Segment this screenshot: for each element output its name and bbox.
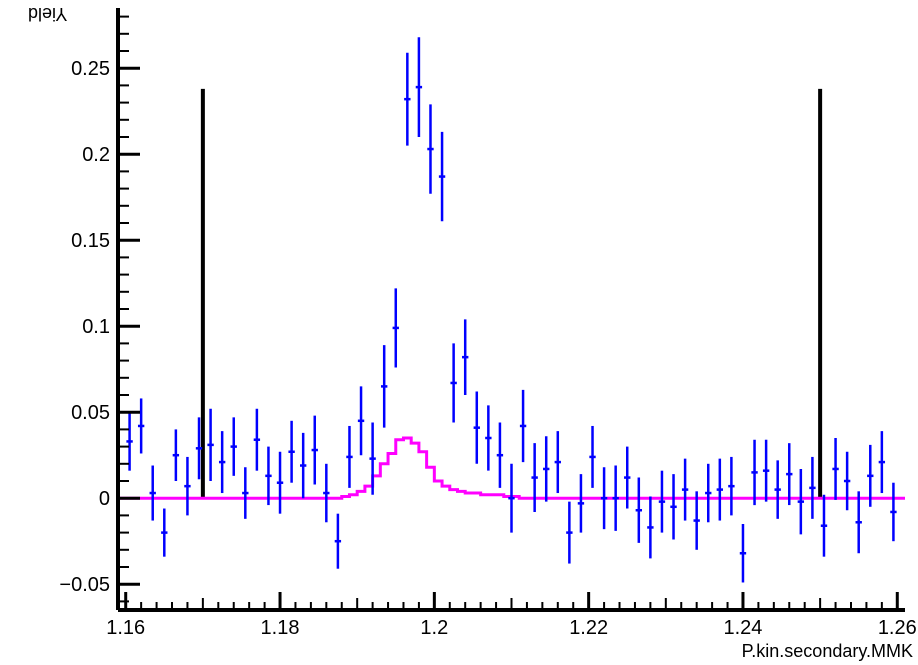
data-point	[658, 470, 666, 533]
data-point	[485, 405, 492, 471]
y-tick-label: −0.05	[59, 574, 110, 596]
data-point	[890, 482, 897, 542]
data-point	[149, 465, 156, 521]
data-point	[566, 501, 573, 564]
data-point	[647, 496, 654, 559]
data-point	[334, 513, 342, 569]
data-point	[415, 37, 423, 137]
data-point	[242, 467, 249, 519]
data-point	[554, 431, 561, 494]
data-point	[357, 386, 365, 456]
data-point	[543, 436, 550, 502]
y-tick-label: 0.1	[82, 316, 110, 338]
x-tick-label: 1.18	[261, 617, 300, 639]
data-point	[381, 345, 388, 428]
data-point	[253, 408, 261, 471]
data-point	[635, 477, 642, 543]
data-point	[172, 429, 180, 481]
data-point	[404, 52, 411, 146]
y-tick-label: 0.05	[71, 402, 110, 424]
x-tick-label: 1.16	[106, 617, 145, 639]
data-point	[589, 425, 596, 488]
y-axis-title: Yield	[28, 4, 67, 24]
data-point	[288, 420, 295, 483]
data-point	[751, 439, 758, 506]
y-tick-label: 0	[99, 488, 110, 510]
data-point	[299, 432, 307, 499]
data-point	[450, 343, 457, 423]
data-point	[323, 463, 330, 523]
data-point	[600, 467, 608, 530]
y-tick-label: 0.25	[71, 58, 110, 80]
data-point	[786, 443, 793, 506]
data-point	[438, 131, 446, 222]
data-point	[716, 458, 724, 521]
data-point	[878, 431, 886, 494]
data-point	[670, 474, 677, 540]
data-point	[508, 463, 515, 533]
data-point	[843, 451, 851, 511]
axes-layer: 1.16 1.18 1.2 1.22 1.24 1.26 −0.05 0 0.05 0.1 0.15…	[59, 8, 917, 639]
data-point	[809, 456, 816, 519]
data-point	[693, 491, 700, 550]
y-tick-label: 0.2	[82, 144, 110, 166]
data-layer	[118, 37, 905, 583]
x-tick-label: 1.24	[724, 617, 763, 639]
data-point	[392, 288, 399, 368]
signal-step-histogram	[118, 436, 905, 500]
x-axis-title: P.kin.secondary.MMK	[742, 641, 913, 661]
y-tick-label: 0.15	[71, 230, 110, 252]
data-point	[728, 456, 735, 516]
data-point	[832, 438, 839, 500]
data-point	[473, 391, 480, 464]
data-point	[369, 422, 376, 495]
data-point	[496, 422, 504, 488]
data-point	[126, 412, 133, 471]
data-point	[531, 443, 538, 512]
data-point	[184, 456, 191, 516]
data-point	[311, 415, 318, 485]
data-point	[195, 417, 203, 480]
data-point	[218, 431, 226, 494]
data-point	[739, 524, 747, 583]
data-point	[681, 458, 689, 521]
data-point	[762, 439, 770, 502]
data-point	[161, 508, 168, 557]
data-point	[265, 446, 272, 506]
data-point	[207, 408, 214, 481]
x-tick-label: 1.26	[878, 617, 917, 639]
data-point	[230, 417, 237, 476]
data-point	[462, 319, 469, 395]
data-point	[705, 463, 712, 523]
x-tick-label: 1.2	[420, 617, 448, 639]
data-point	[427, 104, 434, 194]
data-point	[797, 468, 805, 535]
data-point	[577, 474, 585, 533]
data-point	[346, 425, 353, 488]
data-point	[624, 446, 631, 509]
data-point	[774, 460, 781, 519]
data-point	[137, 398, 145, 454]
x-tick-label: 1.22	[569, 617, 608, 639]
data-point	[867, 444, 874, 507]
data-point	[612, 465, 619, 531]
data-point	[820, 494, 828, 557]
data-point	[519, 389, 527, 463]
data-point	[855, 491, 862, 554]
data-point	[276, 451, 284, 514]
